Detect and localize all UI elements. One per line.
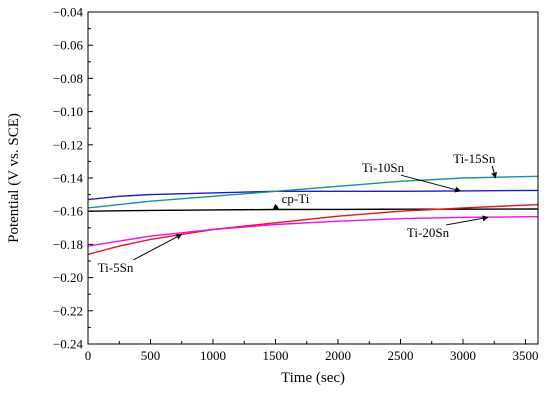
annotation-label: Ti-10Sn	[362, 160, 405, 175]
y-tick-label: −0.06	[53, 38, 84, 53]
series-line-ti-15sn	[87, 175, 539, 209]
plot-area	[87, 175, 539, 256]
x-tick-label: 3500	[513, 348, 539, 363]
annotation-arrow	[133, 233, 183, 261]
y-tick-label: −0.14	[53, 171, 84, 186]
x-axis: 0 500 1000 1500 2000 2500 3000 3500	[85, 339, 539, 363]
y-tick-label: −0.10	[53, 104, 83, 119]
annotation-label: Ti-20Sn	[407, 225, 450, 240]
x-tick-label: 2000	[325, 348, 351, 363]
annotation-label: Ti-15Sn	[453, 151, 496, 166]
y-tick-label: −0.04	[53, 5, 84, 20]
x-axis-label: Time (sec)	[281, 370, 345, 386]
series-line-ti-20sn	[87, 216, 539, 247]
y-tick-label: −0.08	[53, 71, 83, 86]
annotation-label: cp-Ti	[282, 191, 310, 206]
x-tick-label: 3000	[450, 348, 476, 363]
annotation-label: Ti-5Sn	[98, 260, 134, 275]
annotation-arrow	[400, 174, 462, 193]
y-axis: −0.24 −0.22 −0.20 −0.18 −0.16 −0.14 −0.12 −0.10…	[53, 5, 93, 352]
y-tick-label: −0.12	[53, 137, 83, 152]
annotation-arrow	[272, 203, 280, 210]
series-line-ti-10sn	[87, 189, 539, 201]
x-tick-label: 1500	[263, 348, 289, 363]
annotations: Ti-15Sn Ti-10Sn cp-Ti Ti-20Sn Ti-5Sn	[98, 151, 497, 275]
y-axis-label: Potential (V vs. SCE)	[6, 113, 22, 243]
x-tick-label: 500	[141, 348, 161, 363]
y-tick-label: −0.18	[53, 237, 83, 252]
y-tick-label: −0.22	[53, 303, 83, 318]
annotation-arrow	[445, 215, 489, 226]
x-tick-label: 0	[85, 348, 92, 363]
x-tick-label: 1000	[200, 348, 226, 363]
y-tick-label: −0.16	[53, 204, 84, 219]
x-tick-label: 2500	[388, 348, 414, 363]
y-tick-label: −0.24	[53, 337, 84, 352]
annotation-arrow	[491, 165, 497, 179]
series-line-cp-ti	[87, 208, 539, 212]
y-tick-label: −0.20	[53, 270, 83, 285]
series-line-ti-5sn	[87, 203, 539, 256]
